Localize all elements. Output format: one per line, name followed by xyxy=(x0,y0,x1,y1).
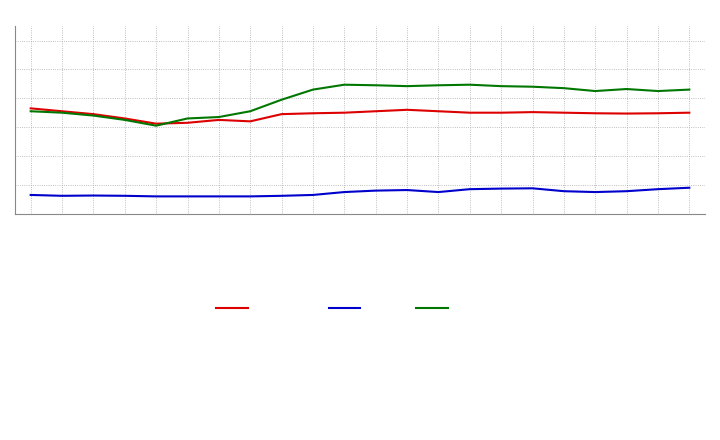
在庫 xyxy=(340,189,348,194)
買入債務 xyxy=(434,83,443,88)
買入債務 xyxy=(27,109,35,114)
買入債務 xyxy=(215,114,223,120)
在庫 xyxy=(58,193,66,198)
売上債権 xyxy=(340,110,348,115)
在庫 xyxy=(685,185,693,191)
在庫 xyxy=(246,194,255,199)
在庫 xyxy=(559,189,568,194)
買入債務 xyxy=(559,85,568,91)
売上債権 xyxy=(183,120,192,125)
買入債務 xyxy=(58,110,66,115)
売上債権 xyxy=(434,109,443,114)
売上債権 xyxy=(685,110,693,115)
買入債務 xyxy=(528,84,537,89)
買入債務 xyxy=(654,88,662,94)
売上債権 xyxy=(120,116,129,121)
売上債権 xyxy=(309,110,318,116)
在庫 xyxy=(622,189,631,194)
在庫 xyxy=(465,187,474,192)
買入債務 xyxy=(89,113,98,118)
買入債務 xyxy=(309,87,318,92)
在庫 xyxy=(183,194,192,199)
在庫 xyxy=(152,194,161,199)
在庫 xyxy=(528,186,537,191)
買入債務 xyxy=(685,87,693,92)
買入債務 xyxy=(246,109,255,114)
在庫 xyxy=(402,187,411,193)
買入債務 xyxy=(372,83,380,88)
売上債権 xyxy=(402,107,411,113)
在庫 xyxy=(434,189,443,194)
在庫 xyxy=(372,188,380,193)
在庫 xyxy=(309,192,318,198)
売上債権 xyxy=(27,106,35,111)
売上債権 xyxy=(372,109,380,114)
買入債務 xyxy=(465,82,474,87)
Line: 在庫: 在庫 xyxy=(31,188,689,196)
在庫 xyxy=(89,193,98,198)
買入債務 xyxy=(497,84,505,89)
売上債権 xyxy=(58,109,66,114)
売上債権 xyxy=(277,111,286,117)
売上債権 xyxy=(528,110,537,115)
売上債権 xyxy=(246,119,255,124)
買入債務 xyxy=(340,82,348,87)
売上債権 xyxy=(215,117,223,123)
買入債務 xyxy=(183,116,192,121)
買入債務 xyxy=(152,123,161,128)
在庫 xyxy=(591,189,600,194)
買入債務 xyxy=(591,88,600,94)
売上債権 xyxy=(152,121,161,126)
在庫 xyxy=(215,194,223,199)
在庫 xyxy=(120,193,129,198)
買入債務 xyxy=(402,84,411,89)
買入債務 xyxy=(622,86,631,92)
売上債権 xyxy=(622,111,631,116)
在庫 xyxy=(497,186,505,191)
Legend: 売上債権, 在庫, 買入債務: 売上債権, 在庫, 買入債務 xyxy=(211,299,509,318)
売上債権 xyxy=(497,110,505,115)
買入債務 xyxy=(277,97,286,103)
在庫 xyxy=(277,193,286,198)
Line: 売上債権: 売上債権 xyxy=(31,108,689,124)
売上債権 xyxy=(465,110,474,115)
売上債権 xyxy=(89,111,98,117)
売上債権 xyxy=(559,110,568,115)
在庫 xyxy=(27,192,35,198)
買入債務 xyxy=(120,117,129,123)
Line: 買入債務: 買入債務 xyxy=(31,84,689,126)
売上債権 xyxy=(591,110,600,116)
在庫 xyxy=(654,187,662,192)
売上債権 xyxy=(654,110,662,116)
